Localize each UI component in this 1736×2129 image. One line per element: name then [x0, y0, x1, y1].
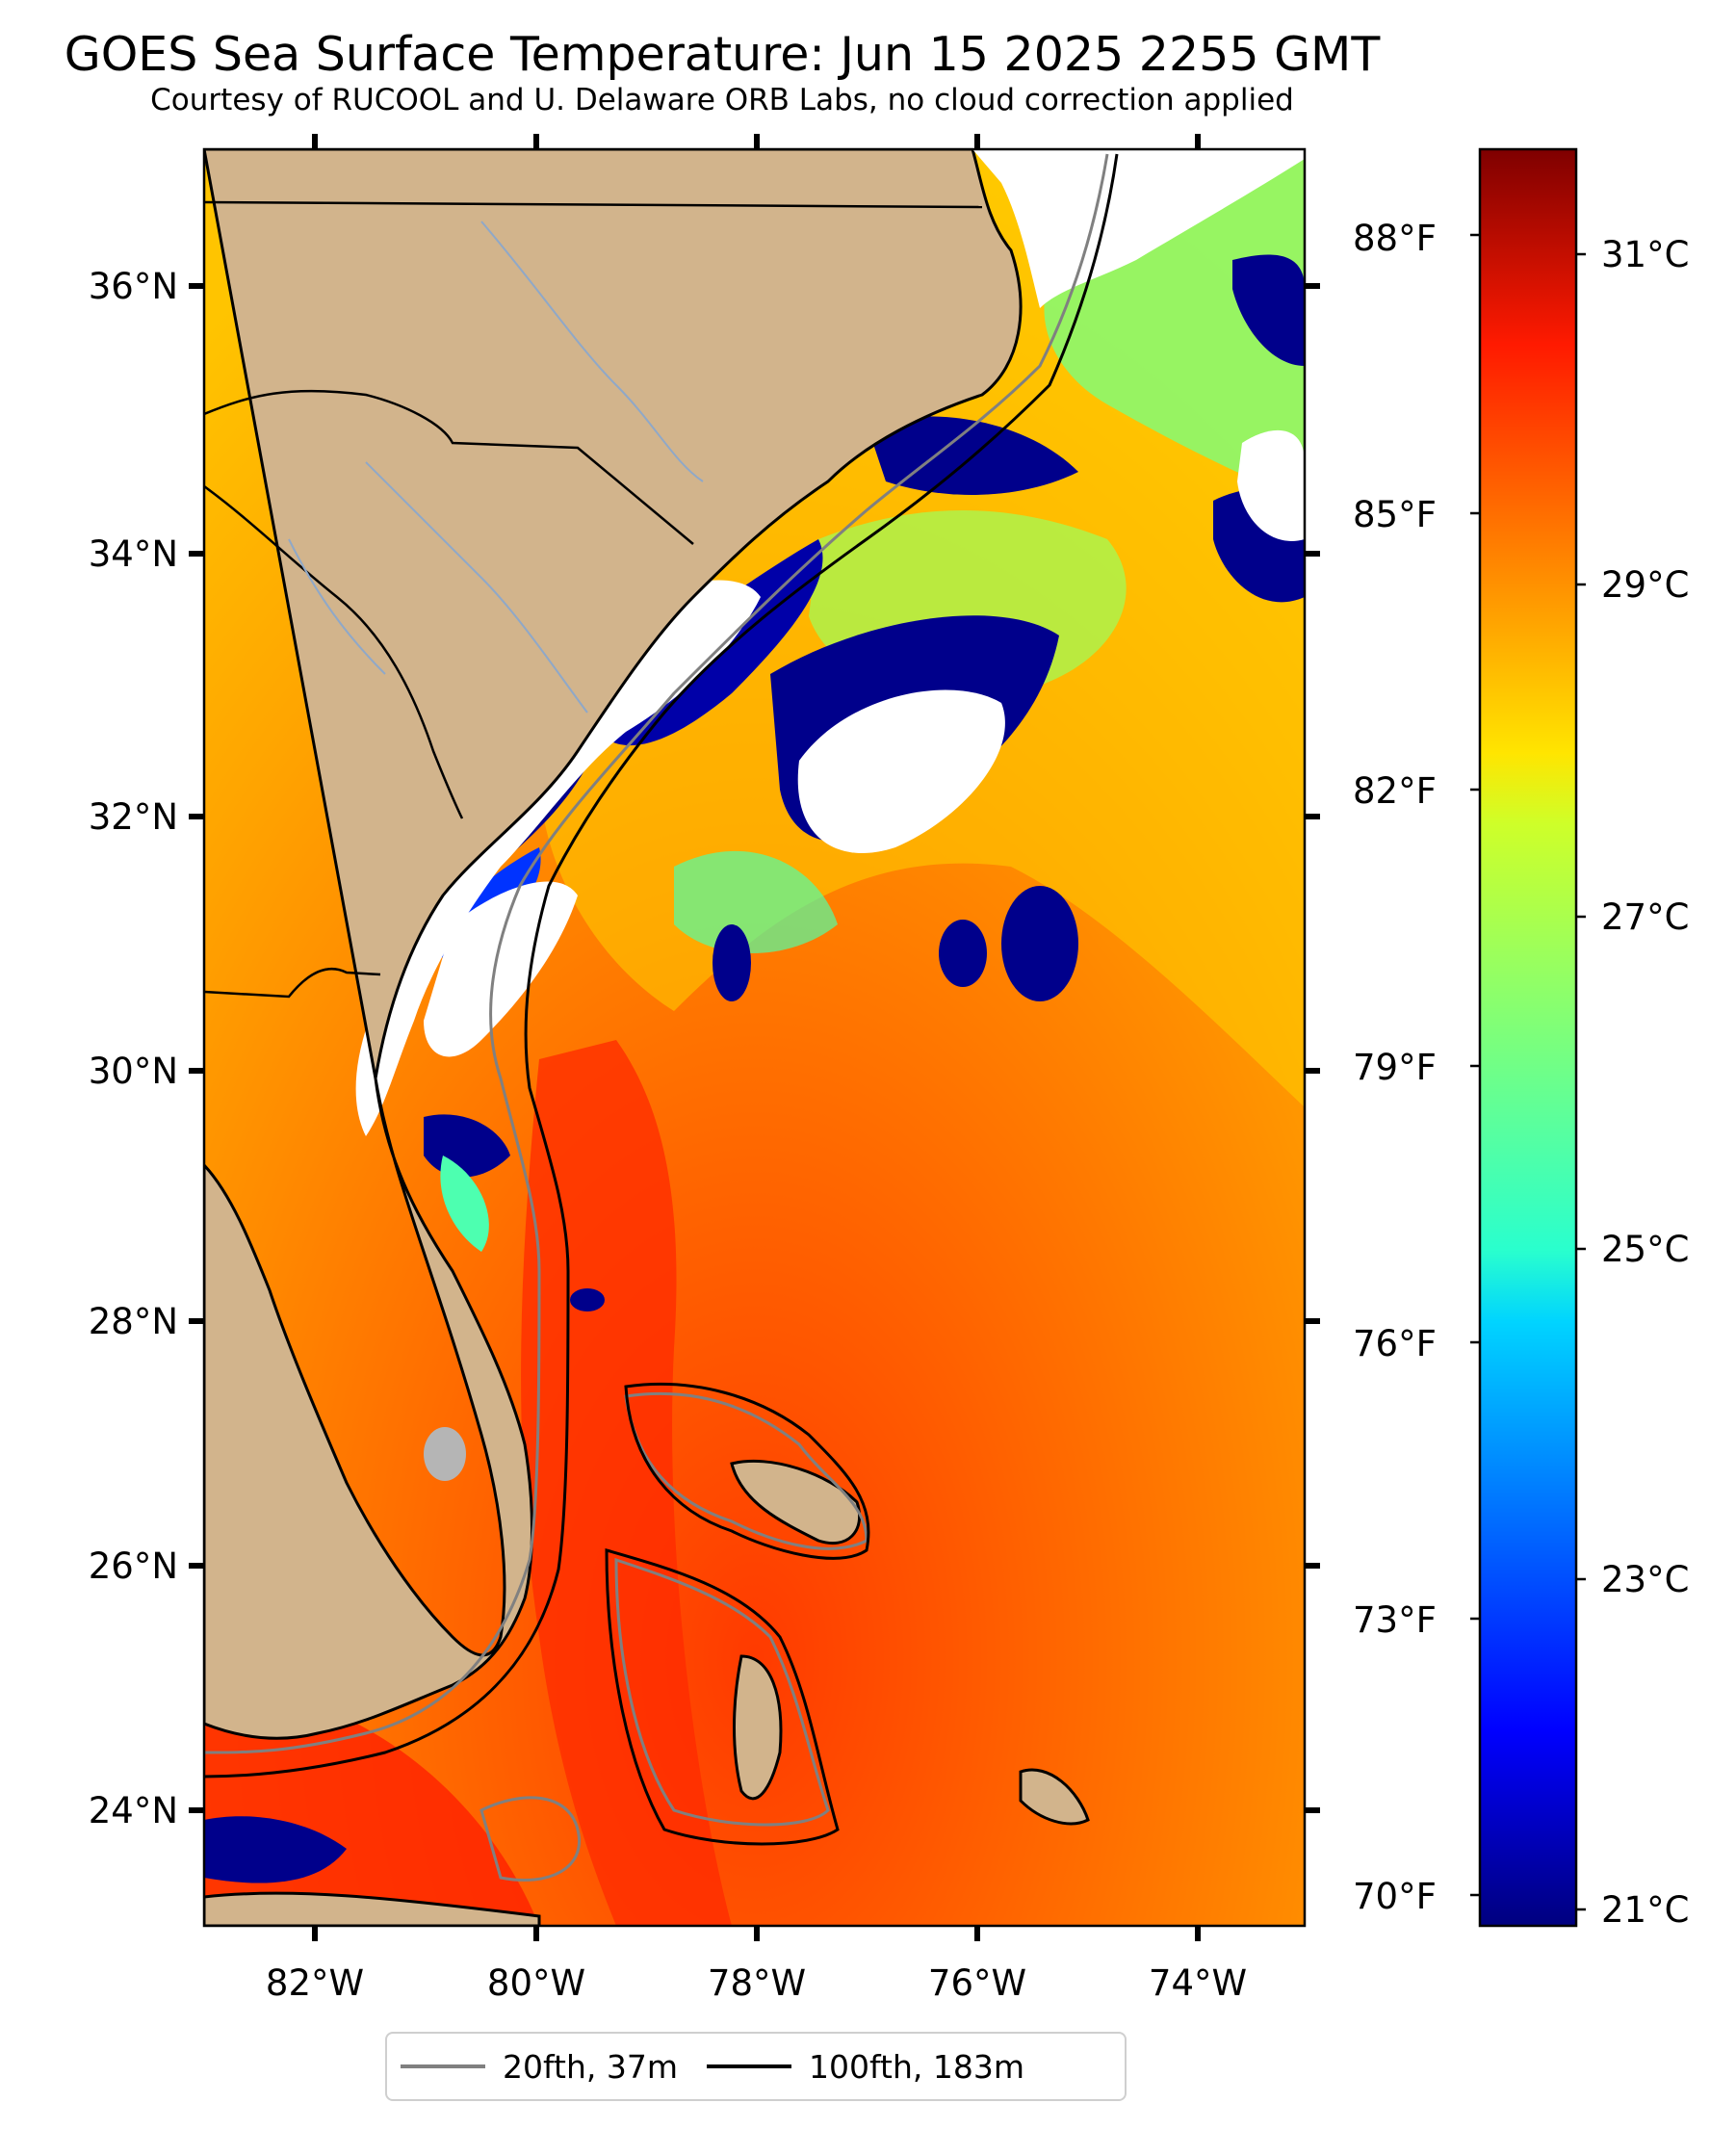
celsius-label: 23°C	[1601, 1559, 1689, 1600]
lat-label: 30°N	[89, 1051, 178, 1092]
cloud-mask	[797, 689, 1005, 853]
celsius-label: 29°C	[1601, 564, 1689, 606]
lat-label: 34°N	[89, 533, 178, 575]
chart-title: GOES Sea Surface Temperature: Jun 15 202…	[64, 27, 1381, 82]
fahrenheit-label: 79°F	[1353, 1047, 1437, 1088]
colorbar	[1478, 147, 1578, 1928]
lon-label: 82°W	[266, 1962, 364, 2004]
sst-map	[204, 149, 1305, 1926]
fahrenheit-label: 76°F	[1353, 1323, 1437, 1364]
celsius-label: 31°C	[1601, 234, 1689, 275]
lon-label: 80°W	[487, 1962, 585, 2004]
legend-label: 100fth, 183m	[809, 2047, 1024, 2086]
fahrenheit-label: 73°F	[1353, 1599, 1437, 1641]
lon-label: 74°W	[1149, 1962, 1247, 2004]
fahrenheit-label: 82°F	[1353, 770, 1437, 812]
lon-label: 76°W	[928, 1962, 1026, 2004]
legend-item-20fth: 20fth, 37m	[401, 2048, 678, 2086]
celsius-label: 21°C	[1601, 1889, 1689, 1931]
fahrenheit-label: 70°F	[1353, 1876, 1437, 1917]
contour-100fth	[204, 153, 1119, 1778]
legend: 20fth, 37m 100fth, 183m	[385, 2032, 1127, 2101]
fahrenheit-label: 88°F	[1353, 218, 1437, 259]
legend-swatch-black	[707, 2064, 791, 2068]
contour-20fth	[204, 153, 1109, 1754]
lat-label: 26°N	[89, 1545, 178, 1587]
legend-item-100fth: 100fth, 183m	[707, 2048, 1024, 2086]
lon-label: 78°W	[708, 1962, 806, 2004]
celsius-label: 27°C	[1601, 896, 1689, 938]
legend-label: 20fth, 37m	[503, 2047, 678, 2086]
lat-label: 24°N	[89, 1790, 178, 1831]
land-southeast-us	[204, 149, 1023, 1740]
lat-label: 28°N	[89, 1301, 178, 1342]
chart-subtitle: Courtesy of RUCOOL and U. Delaware ORB L…	[150, 83, 1294, 117]
legend-swatch-gray	[401, 2064, 485, 2068]
lat-label: 32°N	[89, 796, 178, 838]
celsius-label: 25°C	[1601, 1229, 1689, 1270]
fahrenheit-label: 85°F	[1353, 494, 1437, 535]
lat-label: 36°N	[89, 266, 178, 307]
